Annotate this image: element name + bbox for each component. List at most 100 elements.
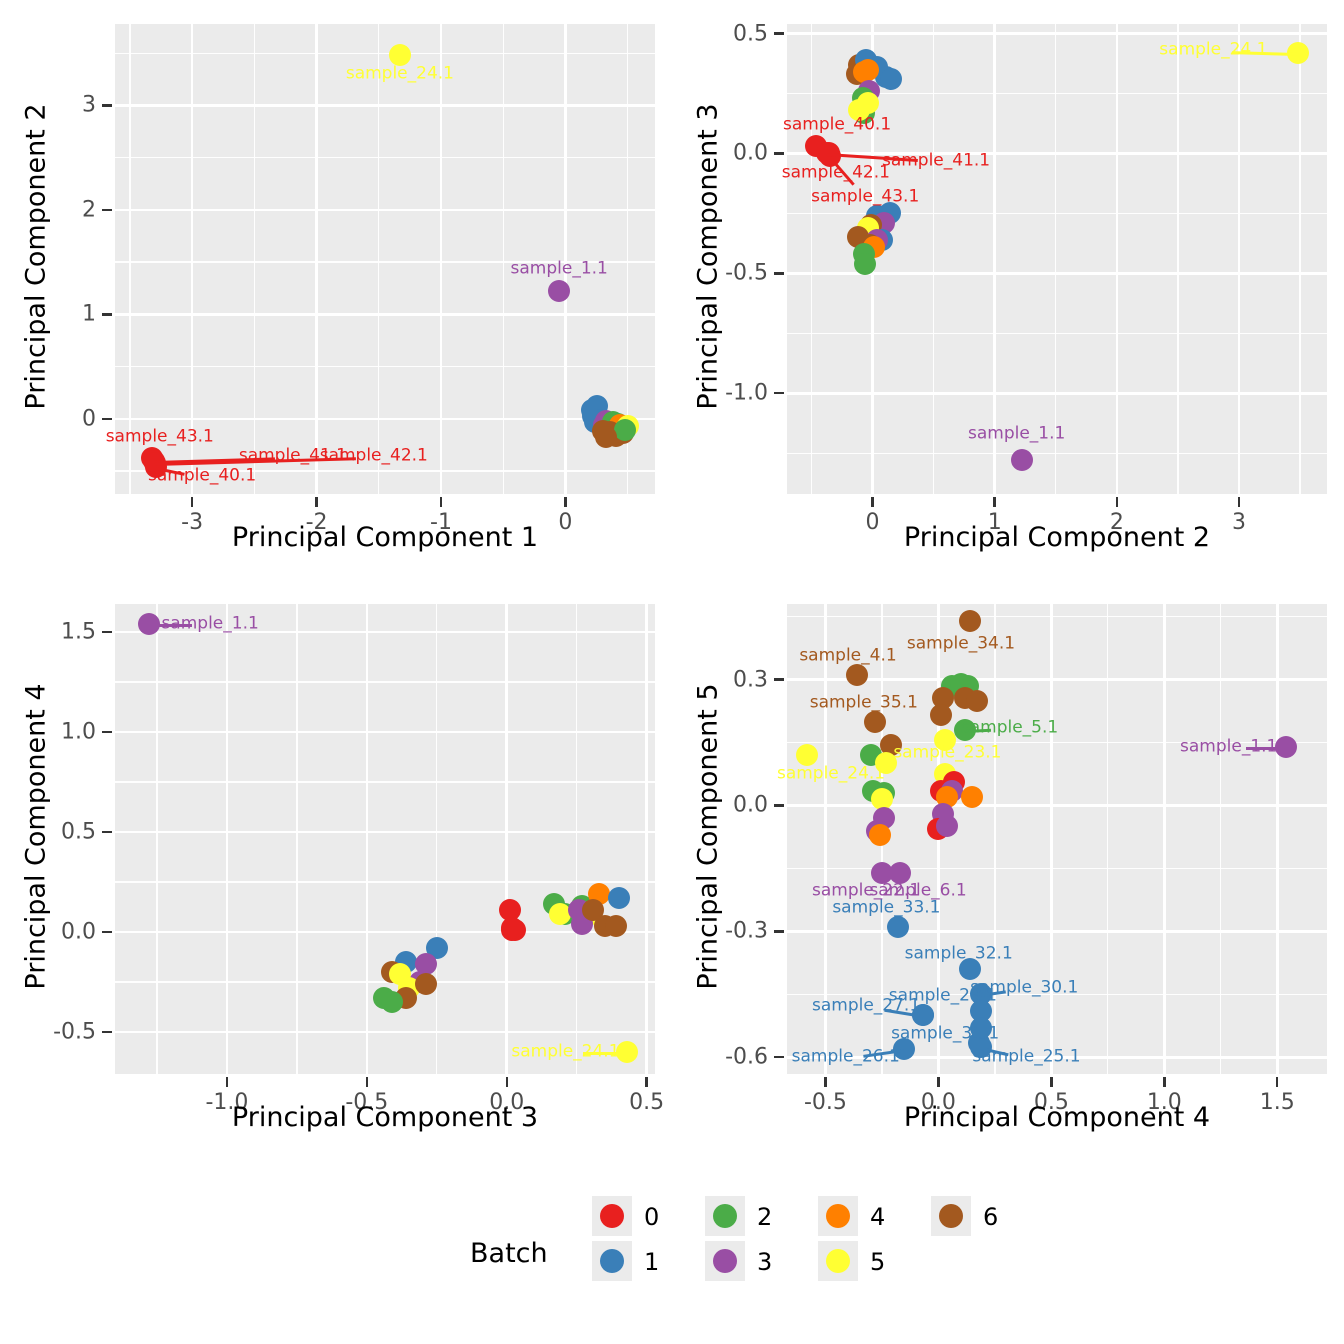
data-point (875, 752, 898, 775)
data-point-labeled (870, 861, 893, 884)
x-tick-mark (1276, 1077, 1279, 1087)
data-point (879, 68, 902, 91)
grid-line-vertical (1107, 604, 1109, 1074)
x-tick-label: 1.0 (1146, 1090, 1182, 1115)
point-label: sample_43.1 (811, 186, 920, 207)
x-tick-mark (993, 497, 996, 507)
legend-swatch-batch-4[interactable] (826, 1204, 850, 1228)
grid-line-horizontal (115, 470, 655, 472)
y-tick-mark (102, 104, 112, 107)
y-tick-mark (774, 392, 784, 395)
data-point (868, 823, 891, 846)
y-tick-label: -0.5 (53, 1019, 96, 1045)
y-tick-label: 0 (82, 406, 96, 432)
grid-line-horizontal (115, 104, 655, 107)
grid-line-vertical (378, 24, 380, 494)
grid-line-vertical (1275, 604, 1279, 1074)
legend-label-batch-2: 2 (757, 1203, 773, 1231)
x-tick-label: 0.0 (489, 1090, 525, 1115)
data-point-labeled (886, 916, 909, 939)
x-tick-mark (439, 497, 443, 507)
x-tick-mark (225, 1077, 229, 1087)
point-label: sample_35.1 (809, 692, 918, 713)
y-tick-label: -0.5 (725, 260, 768, 286)
data-point (498, 899, 521, 921)
point-label: sample_5.1 (960, 717, 1059, 738)
legend-label-batch-0: 0 (644, 1203, 660, 1231)
data-point (879, 733, 902, 756)
x-tick-mark (871, 497, 874, 507)
legend-swatch-batch-5[interactable] (826, 1249, 850, 1273)
x-tick-label: 2 (1109, 510, 1124, 535)
label-connector-line (148, 624, 193, 627)
grid-line-horizontal (115, 1030, 655, 1034)
grid-line-vertical (253, 24, 255, 494)
y-tick-mark (102, 930, 112, 934)
data-point (970, 1000, 993, 1023)
x-tick-mark (645, 1077, 648, 1087)
data-point (870, 788, 893, 811)
x-tick-mark (365, 1077, 368, 1087)
data-point-labeled (970, 1035, 993, 1058)
x-axis-title: Principal Component 2 (903, 522, 1211, 553)
y-tick-label: 0.0 (61, 919, 96, 945)
grid-line-vertical (1220, 604, 1222, 1074)
y-tick-label: 1.0 (61, 719, 96, 745)
x-tick-label: 1.5 (1259, 1090, 1295, 1115)
legend-swatch-batch-0[interactable] (600, 1204, 624, 1228)
grid-line-horizontal (787, 452, 1327, 454)
data-point-labeled (888, 861, 911, 884)
y-axis-title: Principal Component 4 (20, 683, 52, 990)
legend-swatch-batch-1[interactable] (600, 1249, 624, 1273)
grid-line-horizontal (787, 152, 1327, 155)
legend-title: Batch (470, 1238, 548, 1269)
x-tick-mark (190, 497, 194, 507)
y-tick-mark (102, 208, 112, 212)
grid-line-horizontal (115, 930, 655, 934)
data-point (595, 425, 618, 448)
x-tick-mark (315, 497, 318, 507)
legend-swatch-batch-6[interactable] (939, 1204, 963, 1228)
y-tick-label: 0.3 (733, 667, 768, 693)
x-tick-mark (824, 1077, 827, 1087)
x-axis-title: Principal Component 4 (903, 1102, 1211, 1133)
data-point (380, 991, 403, 1013)
y-axis-title: Principal Component 5 (692, 683, 724, 990)
data-point-labeled (864, 710, 887, 733)
legend-swatch-batch-2[interactable] (713, 1204, 737, 1228)
point-label: sample_40.1 (782, 114, 892, 135)
grid-line-horizontal (787, 867, 1327, 870)
grid-line-horizontal (787, 332, 1327, 334)
y-tick-label: 2 (82, 197, 96, 223)
x-tick-label: 0.5 (1033, 1090, 1069, 1115)
x-tick-label: -0.5 (803, 1090, 847, 1115)
grid-line-vertical (129, 24, 131, 494)
grid-line-vertical (436, 604, 438, 1074)
grid-line-horizontal (115, 681, 655, 683)
data-point-labeled (893, 1037, 916, 1060)
x-tick-label: 0 (865, 510, 880, 535)
grid-line-horizontal (115, 417, 655, 421)
point-label: sample_24.1 (776, 763, 886, 784)
point-label: sample_41.1 (881, 150, 991, 171)
data-point (607, 887, 630, 909)
x-tick-label: 0 (558, 510, 573, 535)
data-point-labeled (954, 718, 977, 741)
data-point (856, 92, 879, 115)
grid-line-vertical (645, 604, 648, 1074)
grid-line-vertical (932, 24, 935, 494)
x-axis-title: Principal Component 3 (231, 1102, 539, 1133)
grid-line-horizontal (787, 272, 1327, 275)
y-tick-label: 0.5 (61, 819, 96, 845)
grid-line-horizontal (787, 993, 1327, 995)
legend-swatch-batch-3[interactable] (713, 1249, 737, 1273)
point-label: sample_1.1 (1180, 736, 1278, 757)
x-tick-mark (937, 1077, 940, 1087)
data-point (425, 937, 448, 959)
plot-area (115, 24, 655, 494)
data-point (854, 252, 877, 275)
y-axis-title: Principal Component 3 (692, 103, 724, 410)
y-tick-mark (102, 313, 112, 316)
point-label: sample_33.1 (832, 897, 941, 918)
y-tick-label: 0.5 (733, 21, 768, 47)
